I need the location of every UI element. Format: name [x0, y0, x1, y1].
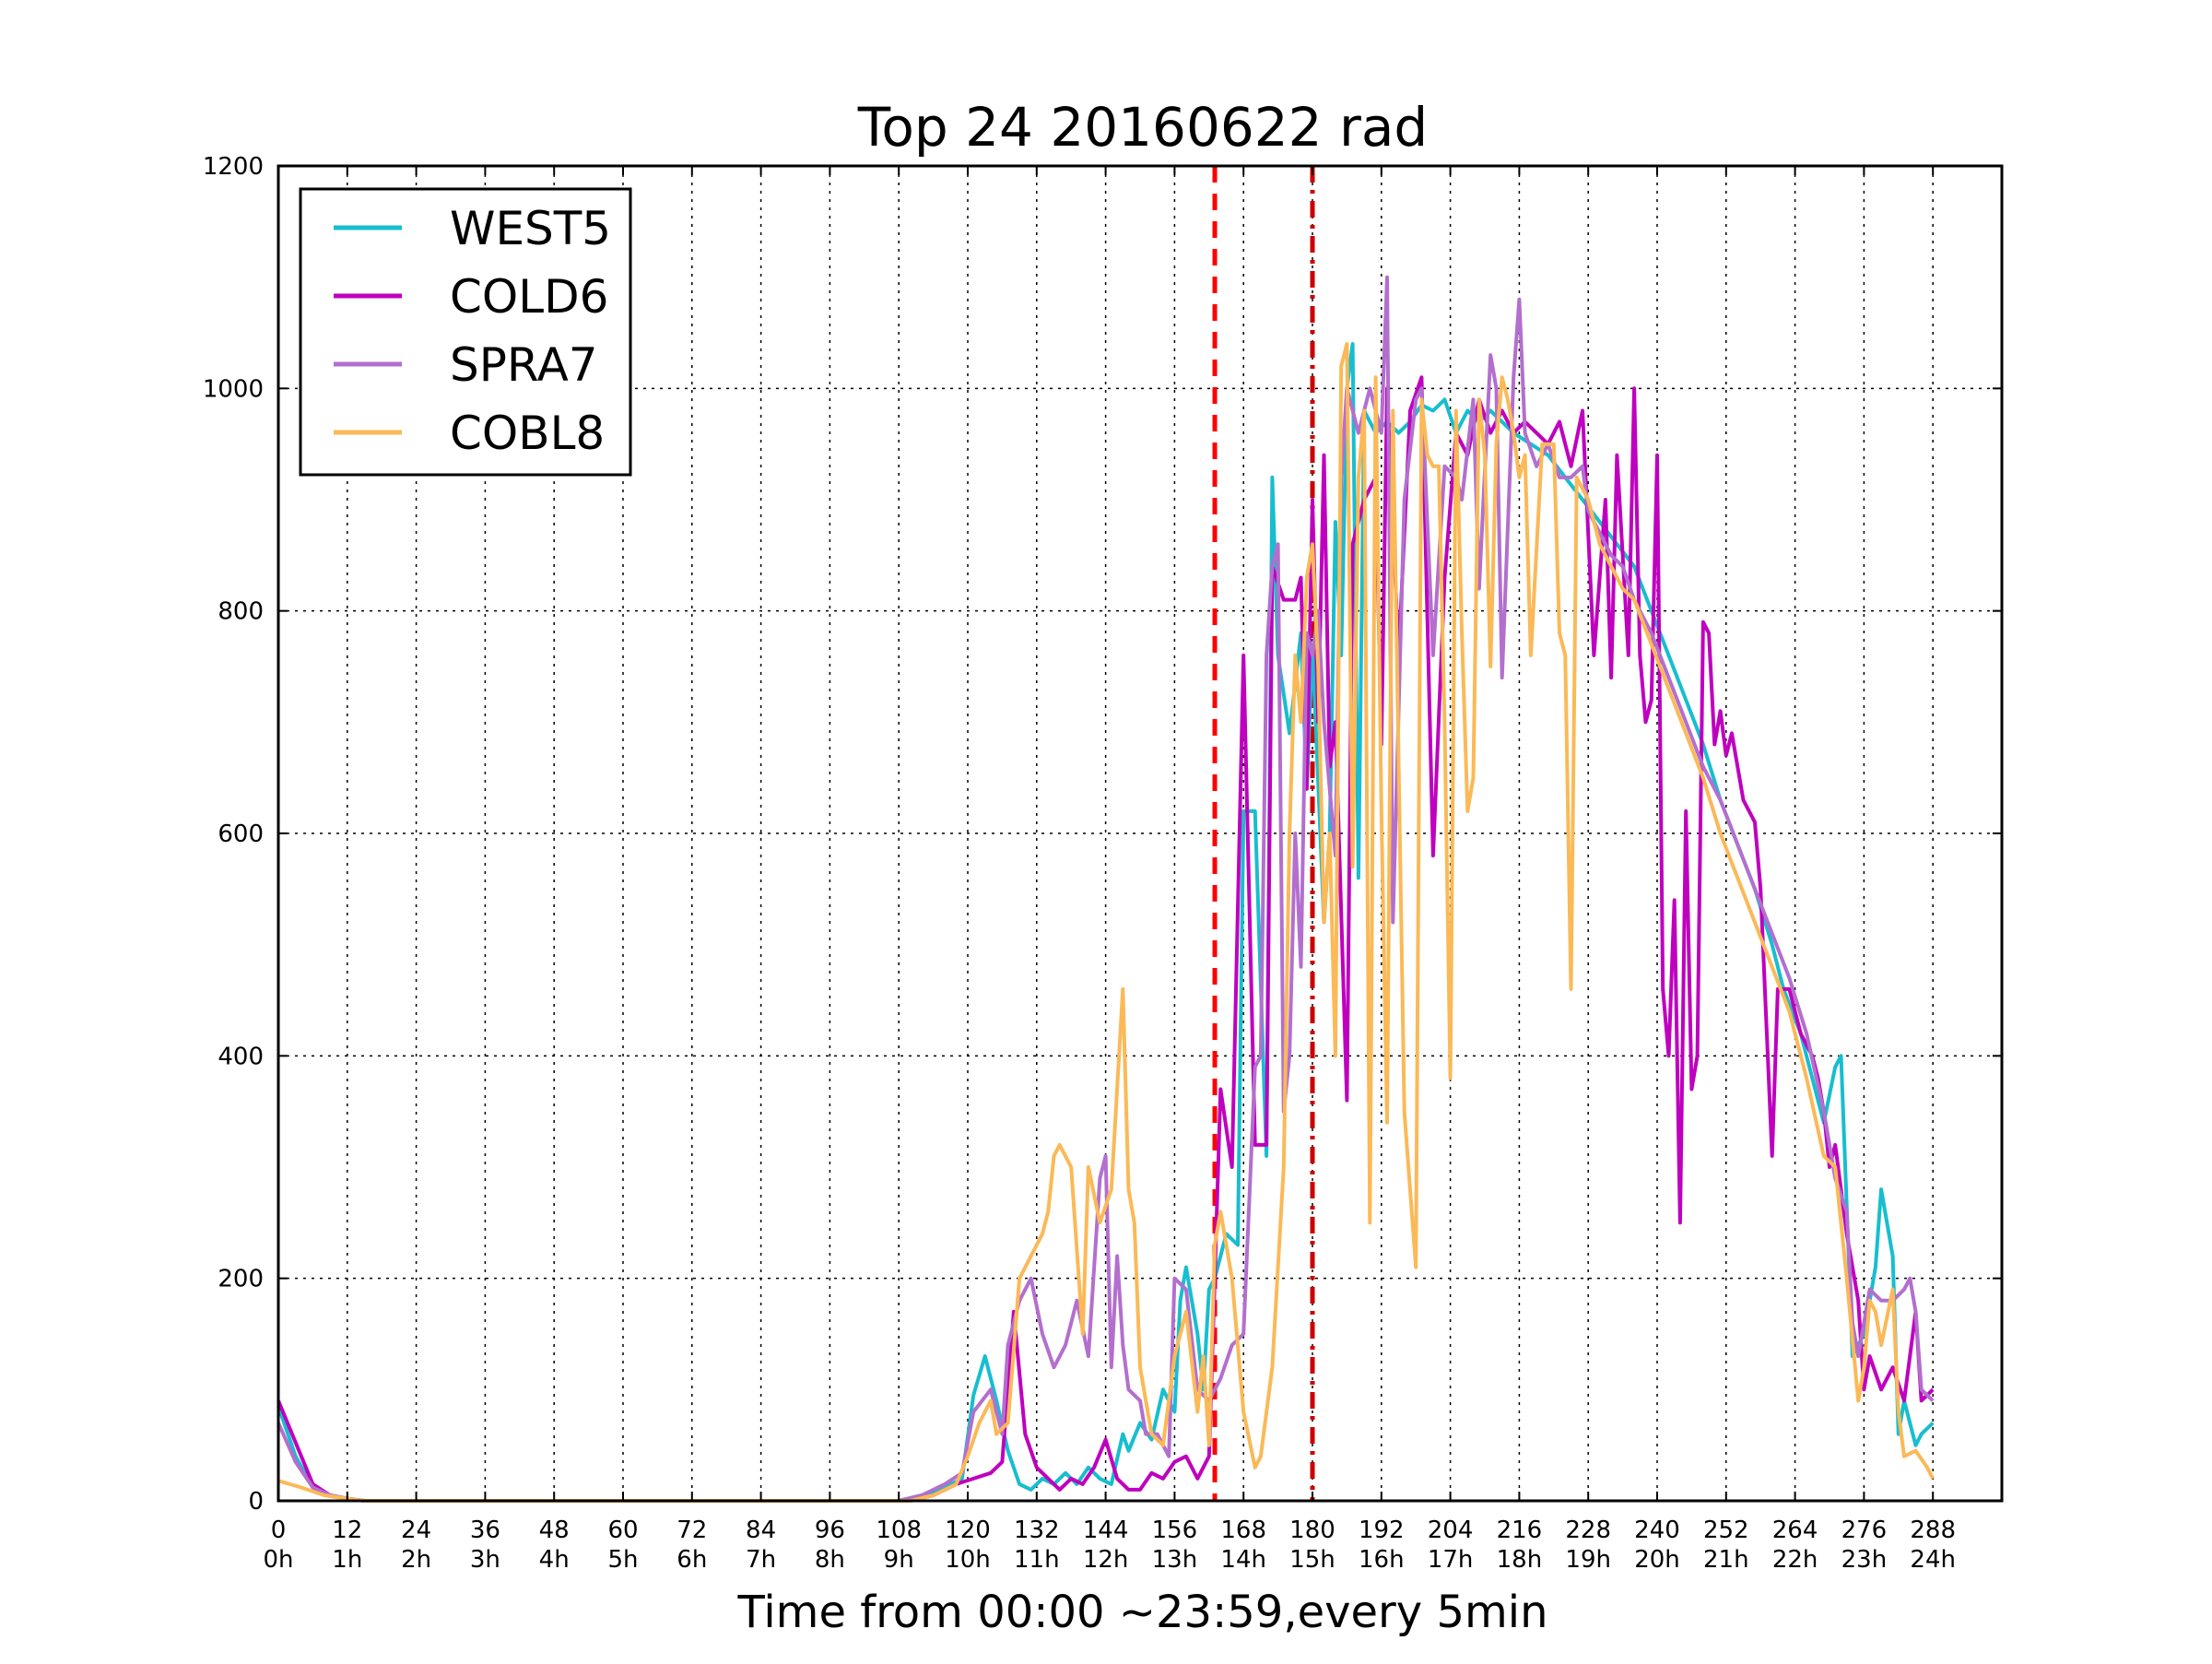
legend: WEST5 COLD6 SPRA7 COBL8 — [299, 187, 632, 477]
x-tick-label-hour: 12h — [1083, 1546, 1129, 1574]
x-tick-label-hour: 14h — [1220, 1546, 1266, 1574]
y-tick-label: 1000 — [203, 375, 264, 403]
x-tick-label: 168 — [1220, 1516, 1266, 1544]
series-line-cobl8 — [277, 342, 1935, 1503]
x-tick-label: 84 — [746, 1516, 776, 1544]
x-tick-label-hour: 15h — [1289, 1546, 1335, 1574]
y-tick-label: 400 — [218, 1043, 264, 1070]
x-tick-label: 48 — [539, 1516, 570, 1544]
legend-label-cold6: COLD6 — [450, 270, 608, 324]
x-tick-label: 108 — [876, 1516, 922, 1544]
x-tick-label-hour: 13h — [1152, 1546, 1198, 1574]
x-tick-label: 276 — [1841, 1516, 1888, 1544]
x-tick-label: 144 — [1083, 1516, 1129, 1544]
x-tick-label: 120 — [945, 1516, 991, 1544]
x-tick-label: 204 — [1428, 1516, 1474, 1544]
x-tick-label: 96 — [815, 1516, 845, 1544]
x-tick-label-hour: 7h — [746, 1546, 776, 1574]
x-tick-label-hour: 11h — [1014, 1546, 1060, 1574]
x-tick-label-hour: 16h — [1359, 1546, 1405, 1574]
legend-box — [299, 187, 632, 477]
x-tick-label-hour: 22h — [1772, 1546, 1818, 1574]
y-tick-label: 600 — [218, 820, 264, 848]
y-tick-label: 0 — [248, 1488, 264, 1516]
x-tick-label: 24 — [401, 1516, 431, 1544]
x-tick-label: 60 — [607, 1516, 638, 1544]
x-tick-label-hour: 0h — [263, 1546, 293, 1574]
x-tick-label-hour: 17h — [1428, 1546, 1474, 1574]
x-tick-label-hour: 20h — [1634, 1546, 1680, 1574]
x-tick-label: 72 — [677, 1516, 707, 1544]
x-tick-label-hour: 9h — [884, 1546, 914, 1574]
y-tick-label: 1200 — [203, 153, 264, 181]
x-tick-label: 288 — [1910, 1516, 1956, 1544]
x-tick-label: 180 — [1289, 1516, 1335, 1544]
x-tick-label-hour: 19h — [1565, 1546, 1611, 1574]
legend-label-spra7: SPRA7 — [450, 338, 598, 392]
x-axis-label: Time from 00:00 ~23:59,every 5min — [737, 1587, 1548, 1638]
x-tick-label-hour: 6h — [677, 1546, 707, 1574]
x-tick-label: 0 — [271, 1516, 287, 1544]
x-tick-label: 132 — [1014, 1516, 1060, 1544]
axis-ticks: 00h121h242h363h484h605h726h847h968h1089h… — [203, 153, 2002, 1574]
x-tick-label-hour: 21h — [1703, 1546, 1749, 1574]
y-tick-label: 200 — [218, 1266, 264, 1293]
x-tick-label-hour: 5h — [607, 1546, 638, 1574]
x-tick-label: 216 — [1497, 1516, 1543, 1544]
series-line-spra7 — [276, 275, 1935, 1503]
x-tick-label: 264 — [1772, 1516, 1818, 1544]
x-tick-label: 252 — [1703, 1516, 1749, 1544]
x-tick-label: 156 — [1152, 1516, 1198, 1544]
x-tick-label-hour: 4h — [539, 1546, 570, 1574]
x-tick-label: 12 — [332, 1516, 362, 1544]
x-tick-label-hour: 23h — [1841, 1546, 1888, 1574]
x-tick-label: 36 — [470, 1516, 500, 1544]
x-tick-label-hour: 1h — [332, 1546, 362, 1574]
y-tick-label: 800 — [218, 598, 264, 626]
series-line-cold6 — [276, 375, 1935, 1503]
x-tick-label-hour: 24h — [1910, 1546, 1956, 1574]
x-tick-label-hour: 8h — [815, 1546, 845, 1574]
legend-label-cobl8: COBL8 — [450, 407, 605, 460]
x-tick-label-hour: 3h — [470, 1546, 500, 1574]
x-tick-label-hour: 18h — [1497, 1546, 1543, 1574]
x-tick-label: 228 — [1565, 1516, 1611, 1544]
legend-label-west5: WEST5 — [450, 202, 611, 255]
x-tick-label-hour: 2h — [401, 1546, 431, 1574]
x-tick-label: 192 — [1359, 1516, 1405, 1544]
chart-title: Top 24 20160622 rad — [857, 96, 1428, 159]
x-tick-label: 240 — [1634, 1516, 1680, 1544]
x-tick-label-hour: 10h — [945, 1546, 991, 1574]
series-lines — [276, 275, 1935, 1503]
